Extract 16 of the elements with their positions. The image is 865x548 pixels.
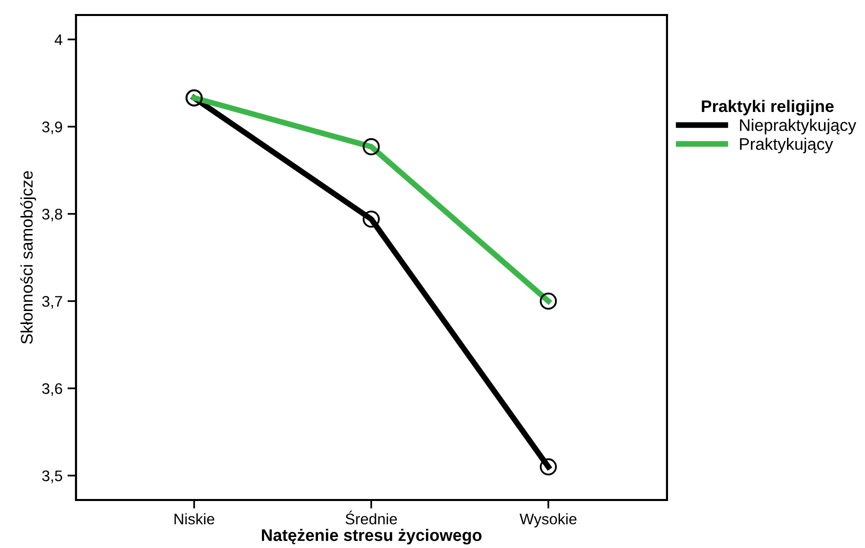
x-tick-label: Średnie xyxy=(346,510,397,524)
point xyxy=(362,210,380,228)
y-tick-label: 3,7 xyxy=(42,296,62,309)
y-axis-title: Skłonności samobójcze xyxy=(20,171,36,344)
x-tick-label: Niskie xyxy=(174,513,214,524)
point xyxy=(540,458,557,476)
legend-label: Niepraktykujący xyxy=(740,118,856,134)
legend-label: Praktykujący xyxy=(740,138,834,154)
y-tick-label: 3,8 xyxy=(42,208,62,222)
legend-title: Praktyki religijne xyxy=(702,100,834,116)
x-axis-title: Natężenie stresu życiowego xyxy=(262,528,482,544)
y-tick-label: 4 xyxy=(54,34,62,45)
y-tick-label: 3,5 xyxy=(42,470,62,484)
y-tick-label: 3,6 xyxy=(42,383,62,396)
x-tick-label: Wysokie xyxy=(520,513,576,528)
y-tick-label: 3,9 xyxy=(42,122,62,134)
